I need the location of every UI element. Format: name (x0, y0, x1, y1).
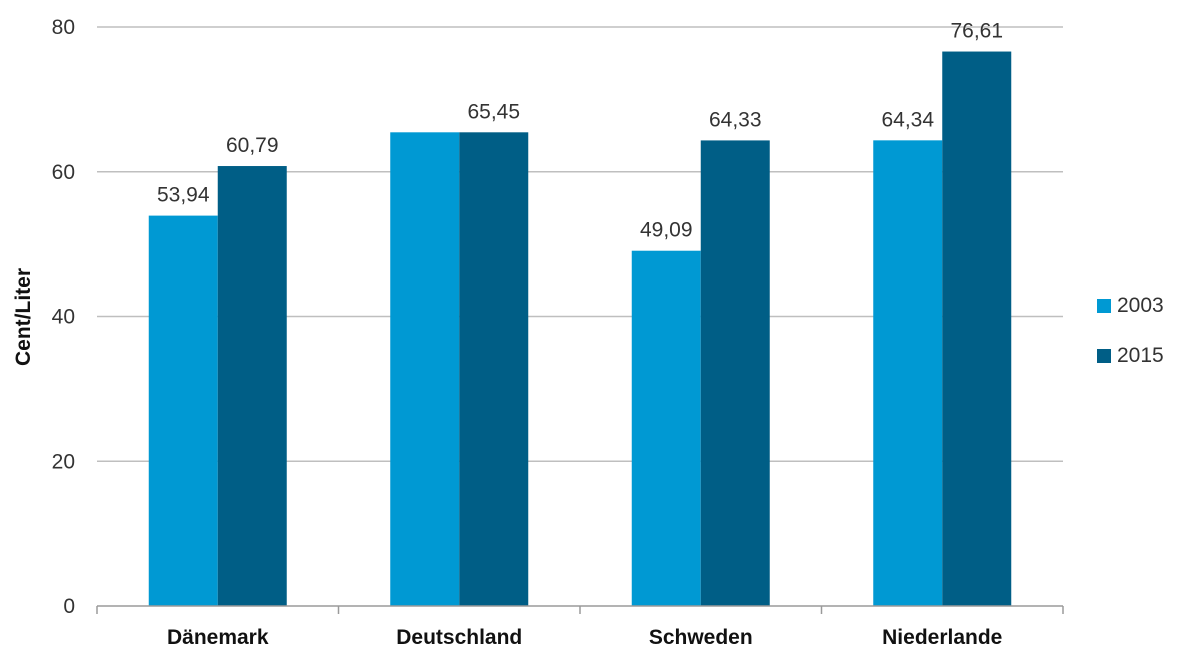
data-label: 64,34 (881, 108, 934, 131)
bars (148, 51, 1012, 607)
y-tick-label: 0 (63, 595, 75, 618)
data-labels: 53,94 60,79 65,45 49,09 64,33 64,34 76,61 (157, 20, 1003, 242)
data-label: 49,09 (640, 219, 693, 242)
data-label: 64,33 (709, 108, 762, 131)
y-tick-label: 80 (52, 16, 75, 39)
legend: 2003 2015 (1097, 294, 1164, 367)
data-label: 53,94 (157, 184, 210, 207)
x-category-label: Dänemark (167, 626, 269, 649)
y-axis-title: Cent/Liter (12, 268, 35, 366)
y-tick-label: 40 (52, 306, 75, 329)
x-category-label: Niederlande (882, 626, 1002, 649)
bar-2015 (700, 140, 770, 606)
y-tick-label: 20 (52, 450, 75, 473)
x-category-label: Deutschland (396, 626, 522, 649)
legend-label: 2015 (1117, 344, 1164, 367)
legend-swatch-2015 (1097, 349, 1111, 363)
bar-2003 (148, 215, 218, 606)
bar-2003 (873, 140, 943, 607)
data-label: 65,45 (467, 100, 520, 123)
bar-2003 (631, 250, 701, 606)
bar-2015 (217, 166, 287, 606)
data-label: 60,79 (226, 134, 279, 157)
data-label: 76,61 (950, 20, 1003, 43)
legend-swatch-2003 (1097, 299, 1111, 313)
y-tick-label: 60 (52, 161, 75, 184)
bar-2003 (390, 132, 460, 607)
bar-2015 (459, 132, 529, 607)
legend-label: 2003 (1117, 294, 1164, 317)
x-category-label: Schweden (649, 626, 753, 649)
axes: 0 20 40 60 80 Dänemark Deutschland Schweden Nied… (52, 16, 1064, 649)
bar-2015 (942, 51, 1012, 606)
